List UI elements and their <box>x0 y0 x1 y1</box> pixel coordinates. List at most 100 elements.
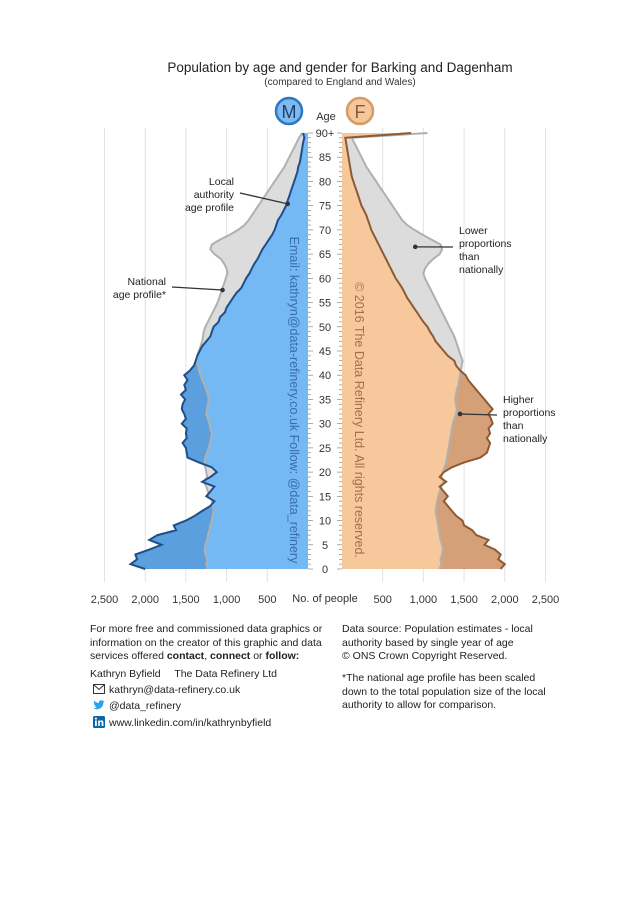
twitter-line[interactable]: @data_refinery <box>93 700 181 714</box>
male-local-line <box>128 132 306 570</box>
higher-annotation: Higher proportions than nationally <box>503 394 556 445</box>
age-tick-label: 50 <box>319 322 331 334</box>
lower-dot <box>412 244 418 250</box>
plot-areas: Email: kathryn@data-refinery.co.uk Follo… <box>128 132 507 570</box>
footer-intro-line1: For more free and commissioned data grap… <box>90 623 323 635</box>
local-profile-annotation-line: authority <box>194 189 235 201</box>
age-tick-label: 40 <box>319 370 331 382</box>
male-badge-letter: M <box>282 102 297 122</box>
female-national-line <box>350 132 464 570</box>
female-local-line <box>344 132 507 570</box>
x-axis-label: No. of people <box>292 593 357 605</box>
higher-annotation-line: Higher <box>503 394 534 406</box>
lower-annotation-line: than <box>459 251 480 263</box>
x-tick-label-male: 1,500 <box>172 594 200 606</box>
national-profile-annotation-line: age profile* <box>113 289 166 301</box>
x-tick-label-female: 2,500 <box>532 594 560 606</box>
twitter-bird-icon <box>93 700 105 710</box>
age-tick-label: 35 <box>319 394 331 406</box>
lower-annotation-line: Lower <box>459 225 488 237</box>
author-name: Kathryn Byfield <box>90 668 161 680</box>
company-name: The Data Refinery Ltd <box>174 668 277 680</box>
local-profile-annotation-line: Local <box>209 176 234 188</box>
local-profile-annotation: Local authority age profile <box>185 176 235 214</box>
x-tick-label-female: 1,000 <box>410 594 438 606</box>
age-tick-label: 75 <box>319 201 331 213</box>
contact-link[interactable]: contact <box>166 650 205 662</box>
watermark-copyright: © 2016 The Data Refinery Ltd. All rights… <box>352 282 366 558</box>
x-tick-label-male: 2,000 <box>131 594 159 606</box>
female-badge-letter: F <box>355 102 366 122</box>
age-tick-label: 25 <box>319 443 331 455</box>
age-tick-label: 5 <box>322 540 328 552</box>
higher-dot <box>457 411 463 417</box>
age-axis-label: Age <box>316 111 336 123</box>
national-profile-annotation: National age profile* <box>113 276 166 301</box>
age-tick-label: 20 <box>319 467 331 479</box>
author-line: Kathryn Byfield The Data Refinery Ltd <box>90 668 277 682</box>
twitter-handle[interactable]: @data_refinery <box>109 700 181 712</box>
population-pyramid-chart: Population by age and gender for Barking… <box>91 60 560 606</box>
lower-annotation: Lower proportions than nationally <box>459 225 512 276</box>
age-axis: 0 5 10 15 20 25 30 35 40 45 50 55 60 65 70 75 80 85 90+ Age <box>308 111 342 576</box>
lower-annotation-line: nationally <box>459 264 504 276</box>
watermark-email: Email: kathryn@data-refinery.co.uk Follo… <box>287 237 301 564</box>
age-tick-label: 0 <box>322 564 328 576</box>
age-tick-label: 15 <box>319 491 331 503</box>
connect-link[interactable]: connect <box>210 650 251 662</box>
chart-subtitle: (compared to England and Wales) <box>264 77 415 88</box>
note-line1: *The national age profile has been scale… <box>342 672 536 684</box>
email-line[interactable]: kathryn@data-refinery.co.uk <box>93 684 240 698</box>
higher-annotation-line: than <box>503 420 524 432</box>
source-line1: Data source: Population estimates - loca… <box>342 623 533 635</box>
x-tick-label-female: 500 <box>374 594 392 606</box>
linkedin-icon <box>93 716 105 728</box>
note-line2: down to the total population size of the… <box>342 685 546 698</box>
x-tick-label-female: 1,500 <box>450 594 478 606</box>
footer-intro-line3: services offered contact, connect or fol… <box>90 650 300 662</box>
footer-left-block: For more free and commissioned data grap… <box>90 623 330 664</box>
lower-annotation-line: proportions <box>459 238 512 250</box>
envelope-icon <box>93 684 105 694</box>
age-tick-label: 70 <box>319 225 331 237</box>
chart-title: Population by age and gender for Barking… <box>167 60 512 75</box>
age-tick-label: 60 <box>319 273 331 285</box>
national-profile-annotation-line: National <box>127 276 166 288</box>
x-tick-label-male: 1,000 <box>213 594 241 606</box>
female-excess-area <box>345 133 505 569</box>
age-tick-label: 45 <box>319 346 331 358</box>
source-line3: © ONS Crown Copyright Reserved. <box>342 650 508 662</box>
higher-leader <box>460 413 498 416</box>
x-tick-label-male: 2,500 <box>91 594 119 606</box>
linkedin-url[interactable]: www.linkedin.com/in/kathrynbyfield <box>109 717 272 729</box>
footer-right-block: Data source: Population estimates - loca… <box>342 623 572 664</box>
higher-annotation-line: nationally <box>503 433 548 445</box>
age-tick-label: 30 <box>319 419 331 431</box>
national-profile-leader <box>171 286 223 291</box>
footer-intro-line2: information on the creator of this graph… <box>90 636 322 649</box>
higher-annotation-line: proportions <box>503 407 556 419</box>
footnote-block: *The national age profile has been scale… <box>342 672 582 713</box>
note-line3: authority to allow for comparison. <box>342 699 497 711</box>
local-profile-annotation-line: age profile <box>185 202 234 214</box>
age-tick-label: 55 <box>319 298 331 310</box>
x-tick-label-male: 500 <box>258 594 276 606</box>
x-tick-label-female: 2,000 <box>491 594 519 606</box>
follow-link[interactable]: follow: <box>265 650 300 662</box>
source-line2: authority based by single year of age <box>342 636 514 649</box>
female-badge-circle <box>345 96 375 126</box>
age-tick-label: 90+ <box>316 128 335 140</box>
male-badge-circle <box>274 96 304 126</box>
national-profile-dot <box>220 287 225 293</box>
male-local-area <box>196 133 308 569</box>
email-address[interactable]: kathryn@data-refinery.co.uk <box>109 684 241 696</box>
age-tick-label: 65 <box>319 249 331 261</box>
x-axis: 2,500 2,000 1,500 1,000 500 500 1,000 1,500 2,00… <box>91 593 560 606</box>
age-axis-band <box>308 129 342 573</box>
local-profile-dot <box>285 201 290 207</box>
female-local-area <box>342 133 460 569</box>
linkedin-line[interactable]: www.linkedin.com/in/kathrynbyfield <box>93 716 271 731</box>
age-tick-label: 85 <box>319 152 331 164</box>
